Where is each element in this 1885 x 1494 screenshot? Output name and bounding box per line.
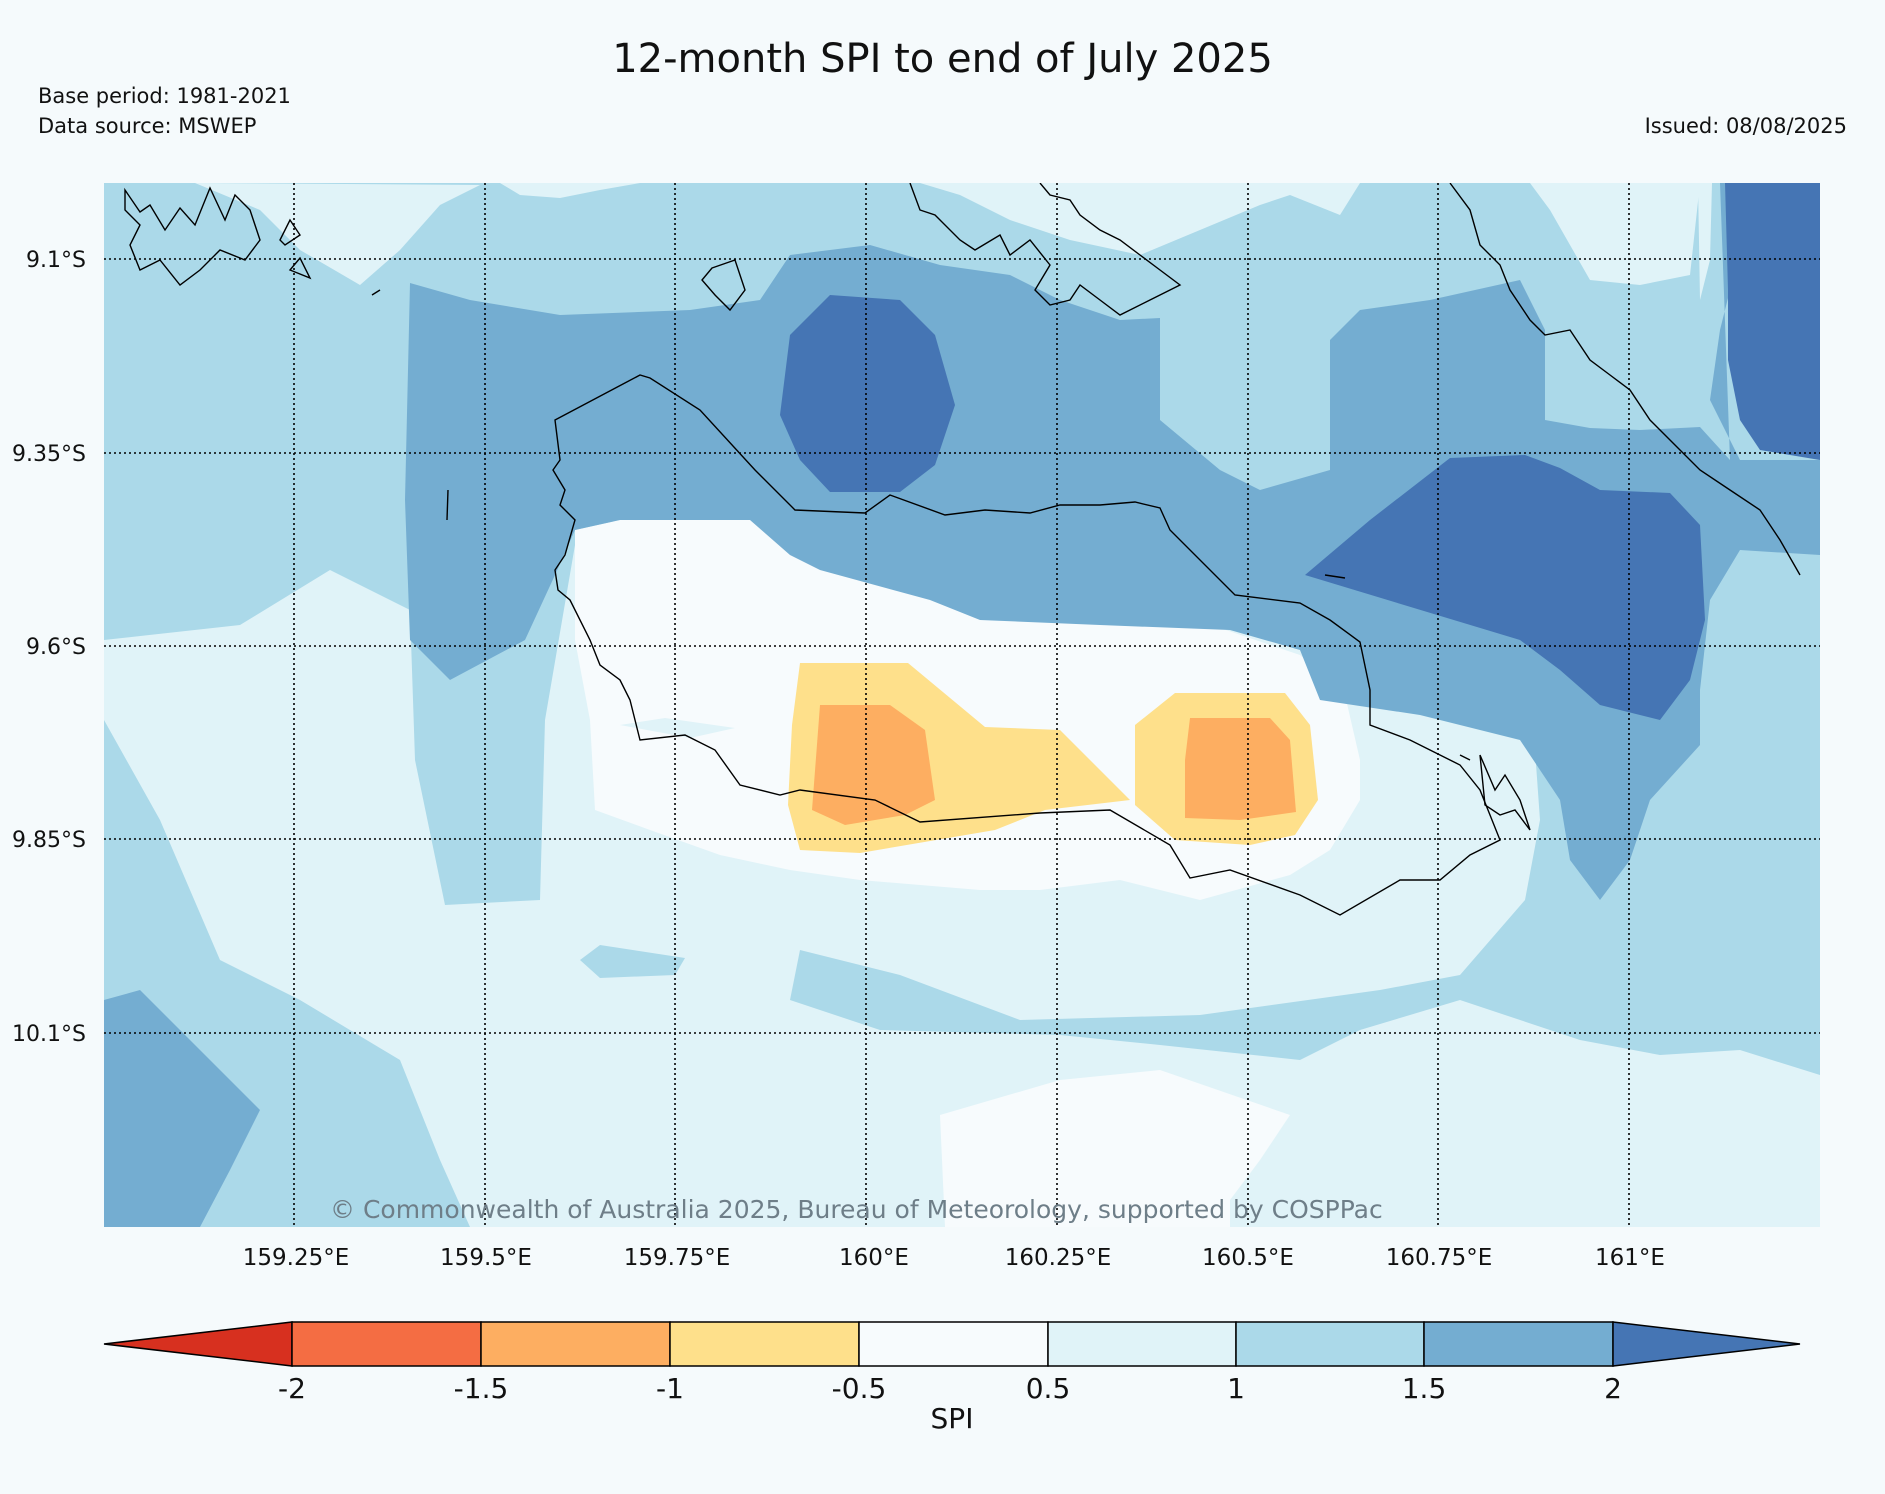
lon-label: 159.75°E — [624, 1245, 731, 1271]
longitude-labels: 159.25°E 159.5°E 159.75°E 160°E 160.25°E… — [243, 1245, 1665, 1271]
colorbar-tick-label: 1.5 — [1402, 1372, 1447, 1405]
colorbar-tick-label: -2 — [278, 1372, 306, 1405]
copyright-notice: © Commonwealth of Australia 2025, Bureau… — [330, 1195, 1383, 1224]
colorbar-tick-label: 1 — [1227, 1372, 1245, 1405]
colorbar-tick-label: 2 — [1604, 1372, 1622, 1405]
map-title: 12-month SPI to end of July 2025 — [612, 36, 1273, 82]
base-period-label: Base period: 1981-2021 — [38, 84, 291, 108]
colorbar-title: SPI — [931, 1402, 974, 1435]
lat-label: 9.6°S — [26, 635, 86, 660]
colorbar-tick-label: 0.5 — [1026, 1372, 1071, 1405]
lon-label: 160°E — [839, 1245, 909, 1271]
lat-label: 9.35°S — [12, 442, 86, 467]
coastline-layer — [124, 183, 1801, 916]
issued-date-label: Issued: 08/08/2025 — [1644, 114, 1847, 138]
colorbar-segment — [480, 1321, 671, 1367]
lon-label: 159.25°E — [243, 1245, 350, 1271]
lat-label: 9.85°S — [12, 828, 86, 853]
data-source-label: Data source: MSWEP — [38, 114, 257, 138]
colorbar-segment — [1047, 1321, 1237, 1367]
colorbar-segment — [858, 1321, 1049, 1367]
colorbar-segment-below-neg2 — [103, 1321, 293, 1367]
lat-label: 10.1°S — [12, 1022, 86, 1047]
lat-label: 9.1°S — [26, 248, 86, 273]
colorbar-tick-label: -1 — [656, 1372, 684, 1405]
graticule — [104, 183, 1820, 1227]
colorbar-segment — [669, 1321, 860, 1367]
colorbar-segment — [291, 1321, 482, 1367]
colorbar-segment — [1423, 1321, 1614, 1367]
colorbar-segment — [1235, 1321, 1425, 1367]
lon-label: 160.5°E — [1202, 1245, 1294, 1271]
colorbar-segment-above-2 — [1612, 1321, 1801, 1367]
lon-label: 161°E — [1595, 1245, 1665, 1271]
lon-label: 159.5°E — [440, 1245, 532, 1271]
latitude-labels: 9.1°S 9.35°S 9.6°S 9.85°S 10.1°S — [12, 248, 86, 1047]
colorbar: -2 -1.5 -1 -0.5 0.5 1 1.5 2 SPI — [103, 1321, 1801, 1435]
lon-label: 160.25°E — [1005, 1245, 1112, 1271]
colorbar-tick-label: -1.5 — [454, 1372, 509, 1405]
colorbar-tick-label: -0.5 — [832, 1372, 887, 1405]
spi-contour-fill — [104, 183, 1820, 1227]
lon-label: 160.75°E — [1386, 1245, 1493, 1271]
